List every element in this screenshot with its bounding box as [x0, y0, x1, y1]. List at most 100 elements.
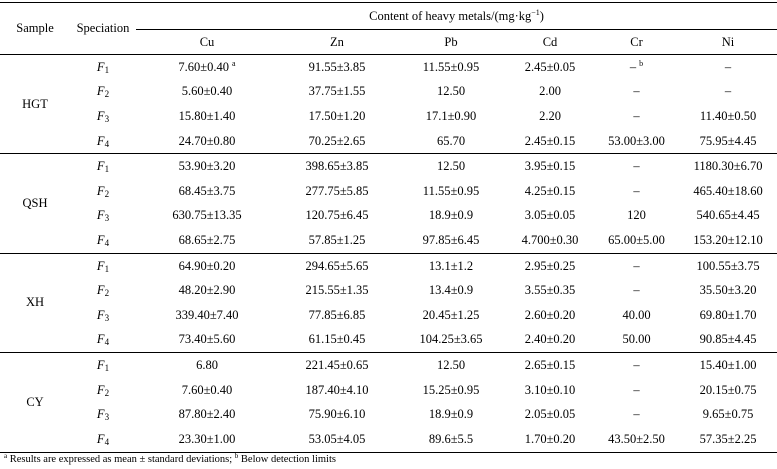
cell-ni: 9.65±0.75	[679, 402, 777, 427]
table-row: F4 24.70±0.80 70.25±2.65 65.70 2.45±0.15 53.0…	[0, 128, 777, 155]
cell-pb: 12.50	[396, 154, 506, 179]
cell-cr-value: 120	[627, 208, 646, 223]
cell-pb-value: 12.50	[436, 357, 466, 372]
cell-cd: 2.95±0.25	[506, 253, 594, 278]
speciation-letter: F	[96, 407, 105, 422]
speciation-index: 2	[104, 89, 110, 100]
cell-zn: 398.65±3.85	[278, 154, 396, 179]
cell-cd: 3.10±0.10	[506, 378, 594, 403]
cell-ni-value: 153.20±12.10	[693, 232, 763, 247]
cell-ni-value: 20.15±0.75	[699, 382, 757, 397]
cell-cr: –	[594, 353, 679, 378]
cell-pb: 13.1±1.2	[396, 253, 506, 278]
header-sample: Sample	[0, 2, 70, 55]
cell-ni: –	[679, 55, 777, 80]
cell-cd-value: 3.95±0.15	[524, 159, 576, 174]
speciation-index: 3	[104, 312, 110, 323]
speciation-cell: F3	[70, 303, 136, 328]
table-row: F3 339.40±7.40 77.85±6.85 20.45±1.25 2.60±0.…	[0, 303, 777, 328]
cell-cr-value: –	[633, 407, 640, 422]
cell-cd-value: 2.05±0.05	[524, 407, 576, 422]
cell-ni: 20.15±0.75	[679, 378, 777, 403]
cell-pb: 13.4±0.9	[396, 278, 506, 303]
cell-cr-value: –	[633, 382, 640, 397]
cell-cr: 65.00±5.00	[594, 228, 679, 254]
cell-pb-value: 18.9±0.9	[428, 208, 474, 223]
cell-ni: 540.65±4.45	[679, 204, 777, 229]
cell-pb: 12.50	[396, 80, 506, 105]
cell-cd: 3.05±0.05	[506, 204, 594, 229]
cell-ni-value: 75.95±4.45	[699, 133, 757, 148]
cell-cr-value: –	[633, 159, 640, 174]
speciation-letter: F	[96, 159, 105, 174]
cell-cr: – b	[594, 55, 679, 80]
sample-name: QSH	[0, 153, 70, 254]
cell-ni: –	[679, 80, 777, 105]
cell-cu: 73.40±5.60	[136, 327, 278, 354]
cell-zn-value: 277.75±5.85	[305, 183, 369, 198]
cell-cd-value: 4.25±0.15	[524, 183, 576, 198]
cell-ni-value: 540.65±4.45	[696, 208, 760, 223]
cell-cr: 120	[594, 204, 679, 229]
cell-cu: 64.90±0.20	[136, 253, 278, 278]
cell-ni-value: –	[724, 59, 732, 74]
cell-cr: 40.00	[594, 303, 679, 328]
speciation-index: 3	[104, 113, 110, 124]
cell-zn-value: 187.40±4.10	[305, 382, 369, 397]
table-row: XH F1 64.90±0.20 294.65±5.65 13.1±1.2 2.95±0.…	[0, 253, 777, 354]
cell-pb-value: 18.9±0.9	[428, 407, 474, 422]
cell-pb: 20.45±1.25	[396, 303, 506, 328]
cell-cr: –	[594, 104, 679, 129]
cell-cr-value: –	[633, 283, 640, 298]
cell-pb: 11.55±0.95	[396, 55, 506, 80]
cell-cr-value: –	[633, 258, 640, 273]
cell-cr-value: –	[633, 183, 640, 198]
cell-cd: 3.55±0.35	[506, 278, 594, 303]
cell-zn: 221.45±0.65	[278, 353, 396, 378]
footnote-a-mark: a	[4, 452, 8, 460]
table-row: F4 68.65±2.75 57.85±1.25 97.85±6.45 4.700±0.…	[0, 228, 777, 254]
cell-zn-value: 120.75±6.45	[305, 208, 369, 223]
cell-pb-value: 89.6±5.5	[428, 431, 474, 446]
table-row: HGT F1 7.60±0.40 a 91.55±3.85 11.55±0.95 2.45±…	[0, 54, 777, 155]
speciation-index: 1	[104, 362, 110, 373]
speciation-letter: F	[96, 258, 105, 273]
table-row: F4 73.40±5.60 61.15±0.45 104.25±3.65 2.40±0.…	[0, 327, 777, 354]
cell-zn-value: 53.05±4.05	[308, 431, 366, 446]
cell-cu-value: 7.60±0.40	[181, 382, 233, 397]
cell-cu-value: 23.30±1.00	[178, 431, 236, 446]
cell-pb-value: 97.85±6.45	[422, 232, 480, 247]
cell-cd: 2.45±0.05	[506, 55, 594, 80]
cell-zn: 187.40±4.10	[278, 378, 396, 403]
cell-ni: 153.20±12.10	[679, 228, 777, 254]
cell-zn-value: 77.85±6.85	[308, 307, 366, 322]
cell-cd-value: 2.60±0.20	[524, 307, 576, 322]
cell-cd-value: 4.700±0.30	[521, 232, 579, 247]
footnote: a Results are expressed as mean ± standa…	[4, 452, 336, 465]
speciation-cell: F2	[70, 378, 136, 403]
cell-cu: 630.75±13.35	[136, 204, 278, 229]
footnote-marker: a	[232, 59, 236, 69]
cell-ni-value: 465.40±18.60	[693, 183, 763, 198]
cell-cd-value: 2.40±0.20	[524, 332, 576, 347]
sample-name: CY	[0, 352, 70, 453]
cell-zn: 57.85±1.25	[278, 228, 396, 254]
cell-cd: 2.00	[506, 80, 594, 105]
cell-cd: 2.45±0.15	[506, 128, 594, 155]
cell-zn-value: 91.55±3.85	[308, 59, 366, 74]
speciation-cell: F2	[70, 278, 136, 303]
cell-cd-value: 2.20	[539, 108, 561, 123]
cell-cu: 23.30±1.00	[136, 426, 278, 453]
cell-cr: –	[594, 80, 679, 105]
table-row: F3 87.80±2.40 75.90±6.10 18.9±0.9 2.05±0.05 –…	[0, 402, 777, 427]
cell-ni-value: 11.40±0.50	[699, 108, 757, 123]
sample-name: XH	[0, 253, 70, 354]
header-content-exp: −1	[531, 8, 540, 17]
cell-ni-value: 35.50±3.20	[699, 283, 757, 298]
header-cr: Cr	[594, 29, 679, 55]
header-zn: Zn	[278, 29, 396, 55]
table-row: F2 5.60±0.40 37.75±1.55 12.50 2.00 – –	[0, 80, 777, 105]
cell-pb: 12.50	[396, 353, 506, 378]
cell-cu-value: 630.75±13.35	[172, 208, 242, 223]
cell-zn: 53.05±4.05	[278, 426, 396, 453]
